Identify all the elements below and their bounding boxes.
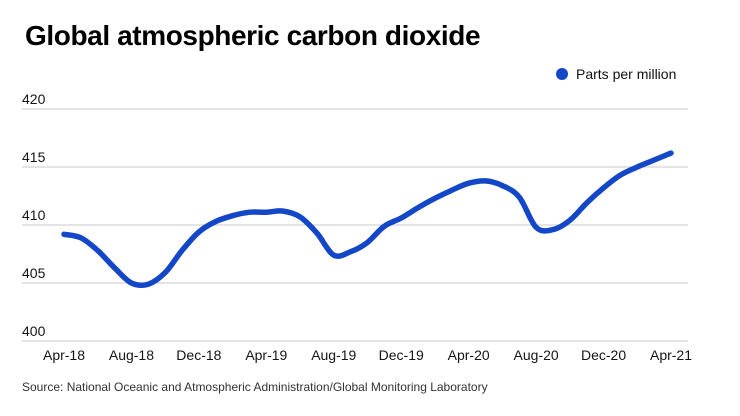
x-axis-tick-label: Aug-18 bbox=[108, 347, 155, 363]
gridlines bbox=[22, 108, 688, 342]
source-note: Source: National Oceanic and Atmospheric… bbox=[22, 380, 488, 394]
co2-line-series bbox=[61, 150, 674, 289]
legend-marker-icon bbox=[556, 68, 568, 80]
x-axis-tick-label: Aug-20 bbox=[513, 347, 559, 363]
x-axis-tick-label: Dec-19 bbox=[378, 347, 424, 363]
x-axis-tick-label: Dec-18 bbox=[176, 347, 222, 363]
y-axis-tick-label: 410 bbox=[22, 207, 46, 223]
x-axis-tick-label: Aug-19 bbox=[311, 347, 357, 363]
x-axis-tick-label: Apr-18 bbox=[42, 347, 86, 363]
y-axis-tick-label: 400 bbox=[22, 323, 46, 339]
x-axis-tick-label: Apr-21 bbox=[649, 347, 693, 363]
y-axis-tick-label: 420 bbox=[22, 91, 46, 107]
chart-title: Global atmospheric carbon dioxide bbox=[25, 20, 481, 51]
legend: Parts per million bbox=[556, 66, 676, 82]
y-axis-tick-label: 415 bbox=[22, 149, 46, 165]
y-axis-tick-label: 405 bbox=[22, 265, 46, 281]
x-axis-tick-label: Dec-20 bbox=[580, 347, 627, 363]
legend-label: Parts per million bbox=[576, 66, 677, 82]
x-axis-tick-label: Apr-20 bbox=[447, 347, 490, 363]
x-axis-tick-label: Apr-19 bbox=[245, 347, 288, 363]
